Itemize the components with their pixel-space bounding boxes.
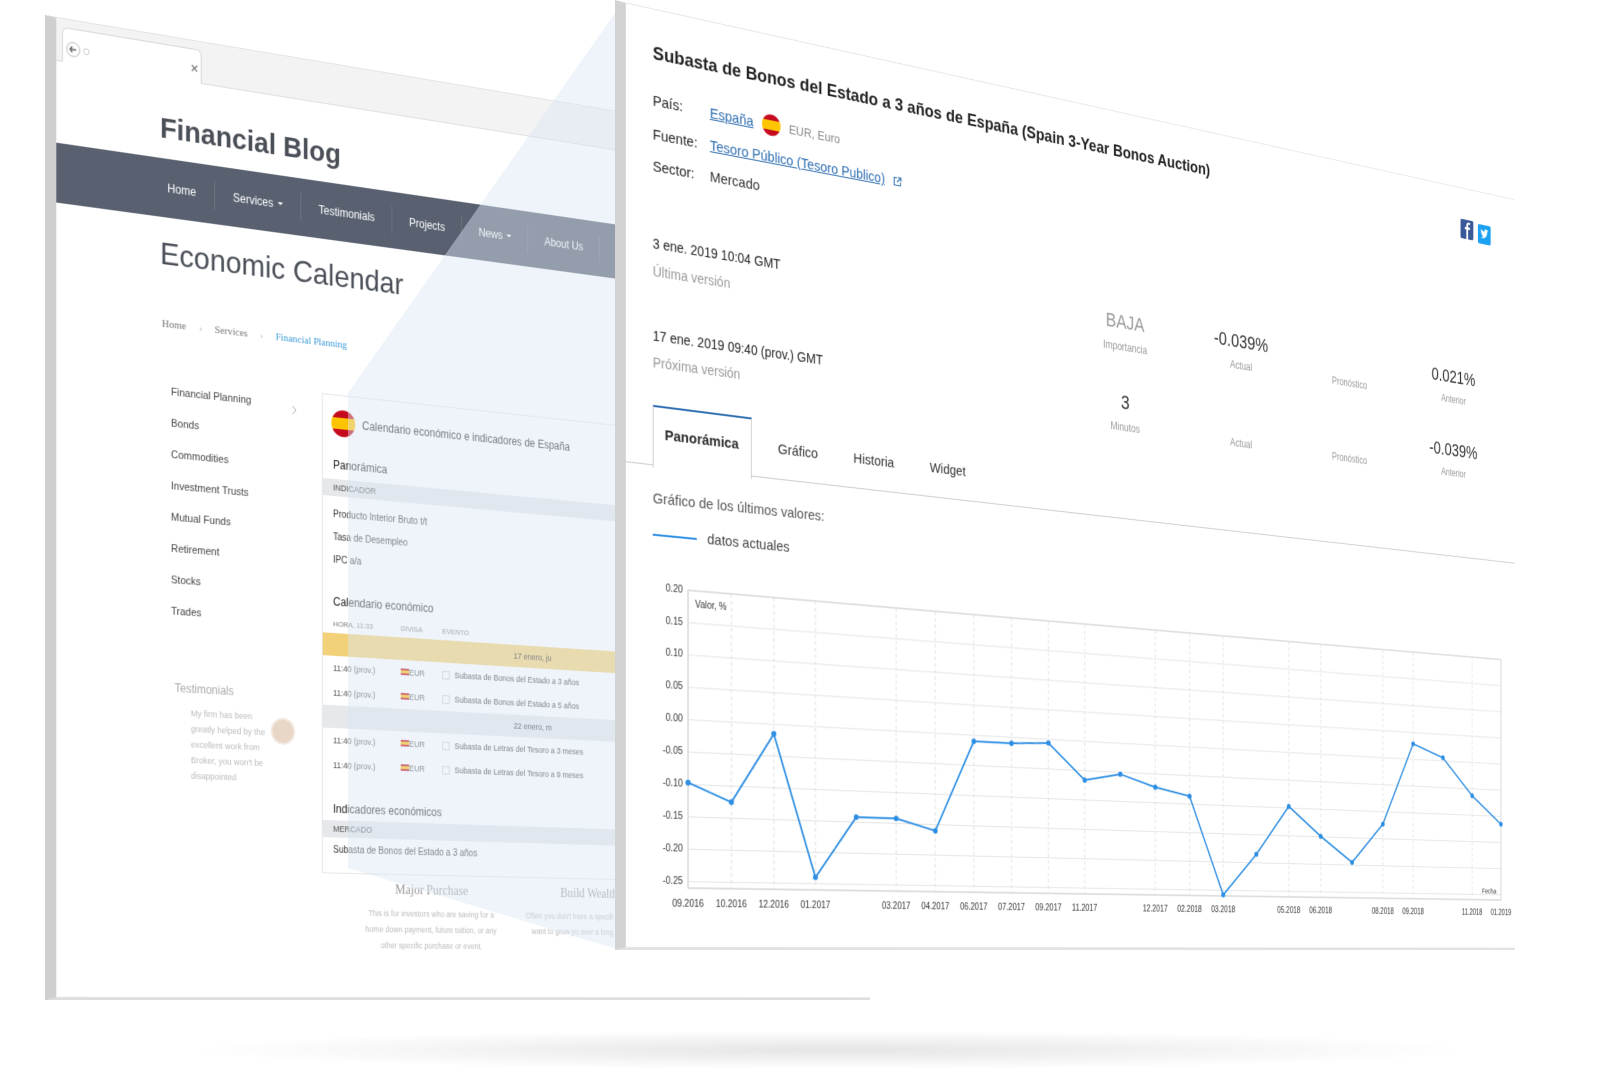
flag	[761, 112, 781, 138]
tab[interactable]: Gráfico	[777, 440, 819, 462]
stat-label: Actual	[1230, 436, 1253, 452]
drop-shadow	[180, 1030, 1480, 1070]
zoom-projection	[348, 6, 620, 950]
x-tick-label: 06.2018	[1309, 906, 1332, 916]
x-tick-label: 11.2017	[1072, 903, 1097, 913]
stat-value: BAJA	[1105, 307, 1145, 337]
sector: Mercado	[709, 168, 760, 195]
stat-value: -0.039%	[1429, 436, 1478, 464]
y-tick-label: -0.25	[663, 876, 683, 888]
y-axis-label: Valor, %	[695, 599, 727, 613]
stat-label: Importancia	[1103, 337, 1148, 357]
browser-chrome	[56, 17, 871, 192]
y-tick-label: 0.00	[666, 713, 683, 725]
y-tick-label: -0.20	[663, 843, 683, 855]
x-tick-label: 01.2019	[1491, 908, 1512, 917]
event-detail-panel: Subasta de Bonos del Estado a 3 años de …	[615, 0, 1516, 950]
external-link-icon	[893, 176, 902, 188]
y-tick-label: -0.15	[663, 810, 683, 822]
plot-area	[688, 590, 1501, 900]
browser-window: Financial Blog Home Services Testimonials P…	[45, 15, 871, 1000]
legend-label: datos actuales	[707, 531, 790, 556]
stat-label: Minutos	[1110, 419, 1140, 436]
x-tick-label: 12.2016	[759, 899, 789, 910]
x-tick-label: 06.2017	[960, 902, 987, 913]
x-tick-label: 01.2017	[801, 900, 831, 911]
chart: -0.25 -0.20 -0.15 -0.10 -0.05 0.00 0.05 0.10 0.1…	[663, 583, 1512, 918]
stat-label: Anterior	[1441, 465, 1466, 481]
country-link[interactable]: España	[709, 104, 754, 130]
y-tick-label: 0.05	[666, 680, 683, 692]
release-label: Última versión	[652, 263, 731, 292]
chrome-icons	[66, 42, 204, 81]
x-tick-label: 07.2017	[998, 902, 1025, 913]
y-tick-label: -0.10	[663, 778, 683, 790]
meta-label: Sector:	[652, 158, 695, 183]
x-axis-label: Fecha	[1482, 887, 1496, 896]
x-tick-label: 09.2016	[672, 898, 704, 910]
currency: EUR, Euro	[788, 121, 841, 147]
meta-value: Mercado	[710, 169, 760, 195]
x-tick-label: 03.2017	[882, 901, 911, 912]
stat-value: -0.039%	[1213, 326, 1269, 357]
legend-swatch	[652, 533, 697, 540]
x-tick-label: 02.2018	[1177, 904, 1202, 914]
stat-label: Pronóstico	[1331, 374, 1368, 392]
x-tick-label: 04.2017	[921, 901, 949, 912]
x-tick-label: 10.2016	[716, 899, 747, 910]
x-tick-label: 08.2018	[1372, 907, 1394, 917]
stat-value: 3	[1120, 390, 1130, 415]
stat-label: Anterior	[1441, 392, 1466, 408]
stat-label: Actual	[1230, 358, 1253, 374]
tab[interactable]: Widget	[929, 459, 966, 480]
back-arrow	[69, 46, 77, 54]
y-tick-label: -0.05	[663, 745, 683, 757]
tab[interactable]: Historia	[853, 449, 895, 471]
release-label: Próxima versión	[652, 354, 741, 383]
meta-label: Fuente:	[652, 126, 698, 152]
x-tick-label: 12.2017	[1143, 904, 1168, 914]
y-tick-label: 0.10	[666, 648, 683, 660]
x-tick-label: 05.2018	[1277, 905, 1300, 915]
stat-label: Pronóstico	[1331, 450, 1368, 467]
stat-value: 0.021%	[1431, 363, 1476, 391]
x-tick-label: 11.2018	[1462, 908, 1482, 917]
x-tick-label: 09.2018	[1402, 907, 1424, 917]
y-tick-label: 0.15	[666, 615, 683, 628]
social-icons	[1460, 218, 1491, 246]
icon-path	[894, 177, 901, 186]
meta-label: País:	[652, 92, 683, 116]
chart-title: Gráfico de los últimos valores:	[652, 490, 825, 525]
x-tick-label: 09.2017	[1035, 903, 1061, 914]
x-tick-label: 03.2018	[1211, 905, 1235, 915]
y-tick-label: 0.20	[666, 583, 683, 596]
